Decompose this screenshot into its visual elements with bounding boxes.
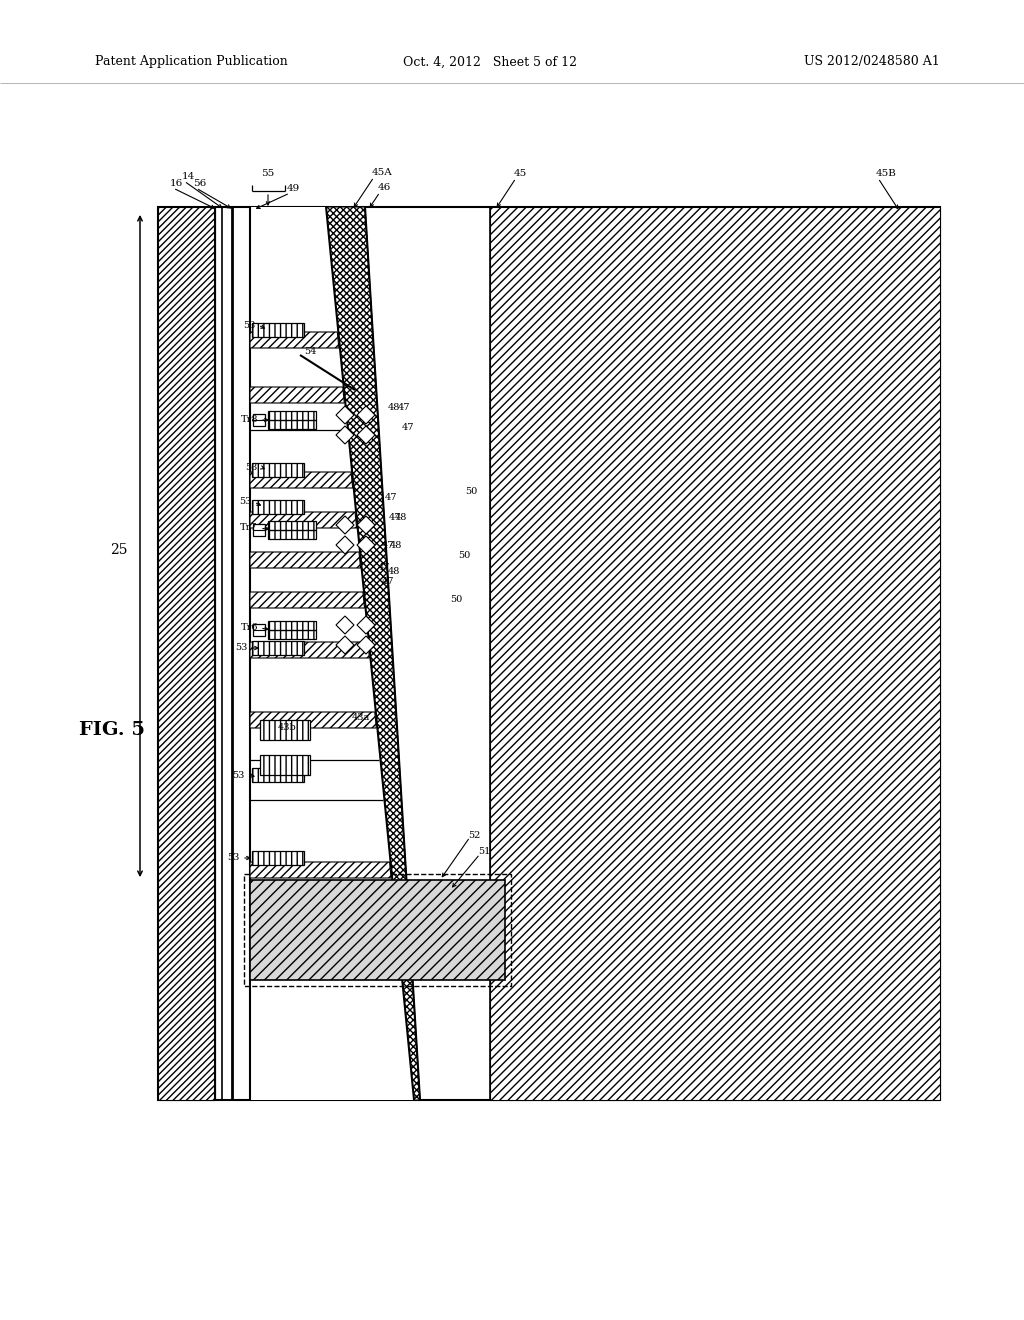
Bar xyxy=(250,880,505,979)
Polygon shape xyxy=(325,207,420,1100)
Text: US 2012/0248580 A1: US 2012/0248580 A1 xyxy=(804,55,940,69)
Text: 25: 25 xyxy=(111,543,128,557)
Polygon shape xyxy=(250,207,413,1100)
Text: 14: 14 xyxy=(182,172,196,181)
Polygon shape xyxy=(357,426,375,444)
Text: 47: 47 xyxy=(389,513,401,523)
Text: 47: 47 xyxy=(385,494,397,503)
Text: 48: 48 xyxy=(395,513,408,523)
Polygon shape xyxy=(250,862,391,878)
Polygon shape xyxy=(250,552,360,568)
Bar xyxy=(158,207,940,1100)
Text: Tr7: Tr7 xyxy=(241,524,258,532)
Text: 47: 47 xyxy=(382,578,394,586)
Bar xyxy=(252,851,304,865)
Text: 53: 53 xyxy=(240,498,252,507)
Text: 46: 46 xyxy=(378,183,391,191)
Text: 43b: 43b xyxy=(278,723,297,733)
Text: 50: 50 xyxy=(465,487,477,496)
Polygon shape xyxy=(336,516,354,535)
Polygon shape xyxy=(250,711,377,729)
Text: 16: 16 xyxy=(170,180,183,187)
Text: 47: 47 xyxy=(378,564,390,573)
Text: 45A: 45A xyxy=(372,168,393,177)
Polygon shape xyxy=(336,636,354,653)
Text: 50: 50 xyxy=(450,595,462,605)
Bar xyxy=(260,755,310,775)
Text: 48: 48 xyxy=(388,568,400,577)
Polygon shape xyxy=(250,387,344,403)
Polygon shape xyxy=(250,512,356,528)
Bar xyxy=(252,768,304,781)
Text: 49: 49 xyxy=(287,183,300,193)
Text: 47: 47 xyxy=(398,404,411,412)
Polygon shape xyxy=(250,333,339,348)
Text: 48: 48 xyxy=(390,540,402,549)
Polygon shape xyxy=(357,516,375,535)
Text: Tr8: Tr8 xyxy=(241,416,258,425)
Polygon shape xyxy=(336,616,354,634)
Bar xyxy=(490,207,940,1100)
Bar xyxy=(268,521,316,539)
Text: 45B: 45B xyxy=(876,169,897,178)
Bar xyxy=(252,463,304,477)
Bar xyxy=(253,414,265,426)
Bar xyxy=(253,624,265,636)
Polygon shape xyxy=(250,642,370,657)
Polygon shape xyxy=(336,407,354,424)
Text: 53: 53 xyxy=(244,321,256,330)
Bar xyxy=(268,411,316,429)
Text: 52: 52 xyxy=(468,830,480,840)
Text: 55: 55 xyxy=(261,169,274,178)
Bar xyxy=(252,323,304,337)
Text: FIG. 5: FIG. 5 xyxy=(79,721,145,739)
Text: Tr6: Tr6 xyxy=(241,623,258,632)
Polygon shape xyxy=(336,426,354,444)
Bar xyxy=(252,642,304,655)
Text: 50: 50 xyxy=(458,550,470,560)
Text: Patent Application Publication: Patent Application Publication xyxy=(95,55,288,69)
Bar xyxy=(158,207,215,1100)
Text: 53: 53 xyxy=(236,644,248,652)
Polygon shape xyxy=(336,536,354,554)
Polygon shape xyxy=(357,536,375,554)
Polygon shape xyxy=(250,473,352,488)
Bar xyxy=(253,524,265,536)
Text: 43a: 43a xyxy=(352,714,371,722)
Bar xyxy=(268,620,316,639)
Text: 53: 53 xyxy=(227,854,240,862)
Text: 53: 53 xyxy=(232,771,245,780)
Text: 45: 45 xyxy=(514,169,527,178)
Polygon shape xyxy=(357,407,375,424)
Bar xyxy=(244,874,511,986)
Text: 56: 56 xyxy=(193,180,206,187)
Text: 54: 54 xyxy=(304,347,316,356)
Polygon shape xyxy=(357,636,375,653)
Text: 53: 53 xyxy=(246,462,258,471)
Bar xyxy=(260,719,310,741)
Polygon shape xyxy=(250,591,365,609)
Bar xyxy=(252,500,304,513)
Text: 47: 47 xyxy=(382,540,394,549)
Polygon shape xyxy=(357,616,375,634)
Text: 47: 47 xyxy=(402,424,415,433)
Text: 48: 48 xyxy=(388,404,400,412)
Text: 51: 51 xyxy=(478,847,490,857)
Text: Oct. 4, 2012   Sheet 5 of 12: Oct. 4, 2012 Sheet 5 of 12 xyxy=(403,55,577,69)
